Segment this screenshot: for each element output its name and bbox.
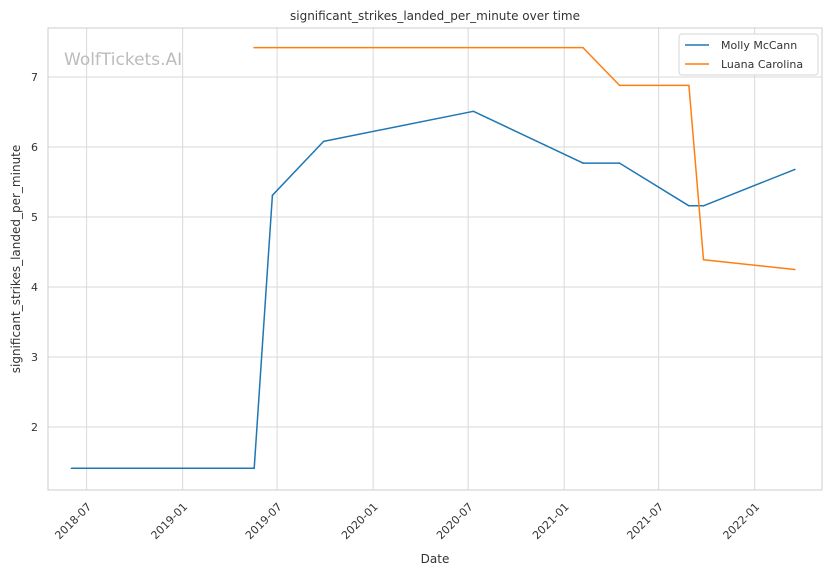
data-point-molly-mccann [472,110,475,113]
data-point-luana-carolina [582,46,584,49]
legend-label-luana-carolina: Luana Carolina [721,58,803,71]
legend-box [678,33,819,76]
y-tick-label: 7 [31,71,38,84]
data-point-luana-carolina [618,84,621,87]
y-tick-label: 6 [31,141,38,154]
data-point-luana-carolina [688,84,690,87]
data-point-molly-mccann [322,140,325,143]
watermark: WolfTickets.AI [64,50,182,70]
y-tick-label: 2 [31,421,38,434]
data-point-luana-carolina [702,258,705,261]
plot-area [47,27,823,491]
y-tick-label: 5 [31,211,38,224]
x-axis-label: Date [421,552,450,566]
series-lines [70,46,796,470]
grid [48,28,822,490]
legend-label-molly-mccann: Molly McCann [721,39,797,52]
data-point-molly-mccann [688,205,690,207]
data-point-molly-mccann [253,467,255,470]
y-axis-label: significant_strikes_landed_per_minute [9,145,23,374]
chart-title: significant_strikes_landed_per_minute ov… [290,9,580,23]
legend: Molly McCann Luana Carolina [678,33,819,76]
series-line-luana-carolina [254,46,795,271]
data-point-luana-carolina [794,268,796,271]
data-point-luana-carolina [253,46,255,49]
data-point-molly-mccann [794,168,796,171]
series-line-molly-mccann [71,110,796,470]
data-point-molly-mccann [618,162,621,164]
data-point-molly-mccann [582,162,584,164]
data-point-molly-mccann [271,194,274,197]
data-point-molly-mccann [70,467,73,470]
y-tick-label: 4 [31,281,38,294]
data-point-molly-mccann [702,205,705,207]
y-tick-label: 3 [31,351,38,364]
